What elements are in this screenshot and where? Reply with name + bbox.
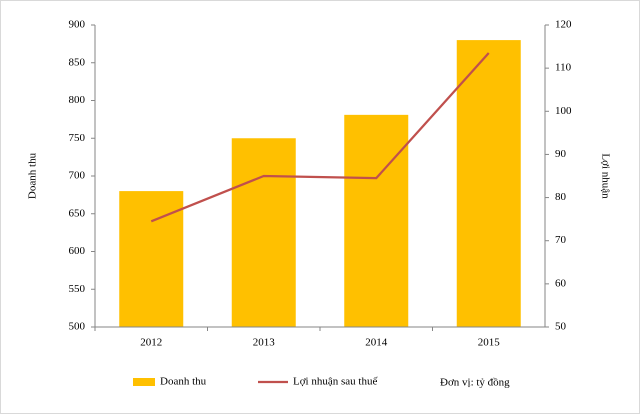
y2-tick-label: 70	[555, 234, 567, 246]
y-tick-label: 800	[69, 94, 86, 106]
x-tick-label: 2012	[140, 337, 162, 349]
y2-tick-label: 90	[555, 148, 567, 160]
y-tick-label: 600	[69, 245, 86, 257]
bar	[231, 138, 296, 327]
bar	[344, 114, 409, 327]
line	[150, 52, 490, 223]
y2-tick-label: 120	[555, 19, 572, 31]
y-tick-label: 500	[69, 321, 86, 333]
x-tick-label: 2014	[365, 337, 388, 349]
legend-label: Doanh thu	[160, 376, 207, 388]
y-tick-label: 650	[69, 207, 86, 219]
y-tick-label: 900	[69, 19, 86, 31]
y2-axis-label: Lợi nhuận	[599, 153, 611, 199]
legend-label: Lợi nhuận sau thuế	[293, 376, 378, 388]
x-tick-label: 2015	[478, 337, 501, 349]
y-tick-label: 850	[69, 56, 86, 68]
y2-tick-label: 100	[555, 105, 572, 117]
y2-tick-label: 80	[555, 191, 567, 203]
y-tick-label: 700	[69, 170, 86, 182]
y2-tick-label: 60	[555, 277, 567, 289]
y-axis-label: Doanh thu	[27, 152, 39, 199]
y2-tick-label: 110	[555, 62, 572, 74]
y-tick-label: 550	[69, 283, 86, 295]
annotation: Đơn vị: tỷ đồng	[440, 377, 510, 389]
bar	[456, 40, 521, 327]
legend-swatch	[133, 378, 155, 386]
y-tick-label: 750	[69, 132, 86, 144]
x-tick-label: 2013	[253, 337, 276, 349]
y2-tick-label: 50	[555, 321, 567, 333]
